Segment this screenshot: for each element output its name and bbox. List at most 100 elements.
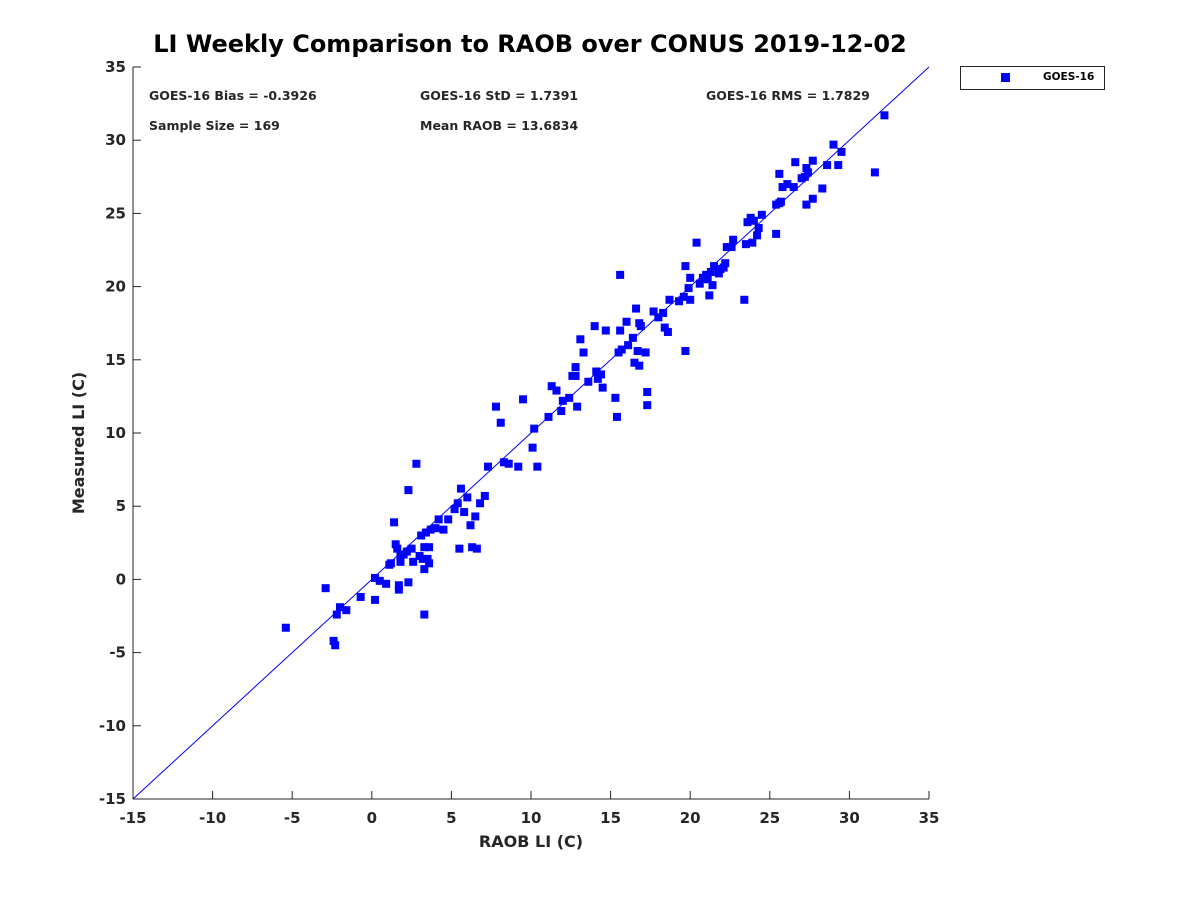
axis-labels: RAOB LI (C) Measured LI (C) [69, 372, 583, 851]
data-point [393, 544, 402, 553]
data-point [778, 183, 787, 192]
data-point [702, 270, 711, 279]
data-point [453, 499, 462, 508]
data-point [743, 218, 752, 227]
data-point [633, 347, 642, 356]
data-point [753, 231, 762, 240]
data-point [476, 499, 485, 508]
data-point [425, 559, 434, 568]
data-point [552, 386, 561, 395]
data-point [425, 543, 434, 552]
data-point [611, 393, 620, 402]
data-point [420, 610, 429, 619]
data-point [741, 240, 750, 249]
data-point [356, 592, 365, 601]
data-point [472, 544, 481, 553]
data-point [649, 307, 658, 316]
data-point [636, 322, 645, 331]
y-tick-label: 0 [116, 570, 126, 588]
data-point [571, 371, 580, 380]
data-point [444, 515, 453, 524]
data-point [622, 317, 631, 326]
legend: GOES-16 [960, 66, 1105, 90]
data-point [565, 393, 574, 402]
data-point [802, 200, 811, 209]
axes: -15 -10 -5 0 5 10 15 20 25 30 35 -15 -10 -5 0 5 10 15 20 25… [99, 58, 940, 827]
data-point [407, 544, 416, 553]
std-stat: GOES-16 StD = 1.7391 [420, 88, 579, 103]
data-point [547, 382, 556, 391]
data-point [434, 515, 443, 524]
data-point [754, 224, 763, 233]
data-point [579, 348, 588, 357]
data-point [729, 235, 738, 244]
x-tick-label: -15 [119, 809, 146, 827]
data-point [706, 267, 715, 276]
data-point [431, 524, 440, 533]
data-point [390, 518, 399, 527]
data-point [321, 584, 330, 593]
data-point [331, 641, 340, 650]
data-point [329, 636, 338, 645]
y-tick-label: 30 [105, 131, 126, 149]
data-point [772, 229, 781, 238]
data-point [791, 158, 800, 167]
data-point [808, 156, 817, 165]
rms-stat: GOES-16 RMS = 1.7829 [706, 88, 870, 103]
data-point [404, 578, 413, 587]
chart-title: LI Weekly Comparison to RAOB over CONUS … [153, 30, 907, 58]
x-tick-label: -5 [284, 809, 301, 827]
data-point [757, 210, 766, 219]
data-point [426, 525, 435, 534]
data-points [281, 111, 889, 650]
data-point [404, 486, 413, 495]
y-tick-label: -15 [99, 790, 126, 808]
data-point [394, 585, 403, 594]
x-tick-label: 5 [446, 809, 456, 827]
data-point [641, 348, 650, 357]
data-point [456, 484, 465, 493]
data-point [598, 383, 607, 392]
data-point [484, 462, 493, 471]
data-point [386, 559, 395, 568]
data-point [643, 401, 652, 410]
data-point [519, 395, 528, 404]
x-tick-label: 30 [839, 809, 860, 827]
x-tick-label: 10 [521, 809, 542, 827]
data-point [612, 412, 621, 421]
data-point [624, 341, 633, 350]
data-point [396, 557, 405, 566]
data-point [420, 565, 429, 574]
sample-size-stat: Sample Size = 169 [149, 118, 280, 133]
y-tick-label: -10 [99, 717, 126, 735]
y-axis-label: Measured LI (C) [69, 372, 88, 514]
x-tick-label: 35 [919, 809, 940, 827]
data-point [749, 216, 758, 225]
data-point [823, 161, 832, 170]
data-point [375, 576, 384, 585]
data-point [748, 238, 757, 247]
data-point [834, 161, 843, 170]
data-point [420, 543, 429, 552]
y-tick-label: -5 [109, 644, 126, 662]
data-point [557, 407, 566, 416]
data-point [382, 579, 391, 588]
data-point [800, 172, 809, 181]
y-tick-label: 25 [105, 204, 126, 222]
x-tick-label: -10 [199, 809, 226, 827]
data-point [829, 140, 838, 149]
data-point [789, 183, 798, 192]
data-point [710, 262, 719, 271]
data-point [804, 168, 813, 177]
data-point [281, 623, 290, 632]
data-point [628, 333, 637, 342]
x-tick-label: 25 [759, 809, 780, 827]
data-point [660, 323, 669, 332]
data-point [409, 557, 418, 566]
data-point [528, 443, 537, 452]
data-point [643, 388, 652, 397]
data-point [571, 363, 580, 372]
y-tick-label: 20 [105, 278, 126, 296]
data-point [663, 327, 672, 336]
data-point [576, 335, 585, 344]
